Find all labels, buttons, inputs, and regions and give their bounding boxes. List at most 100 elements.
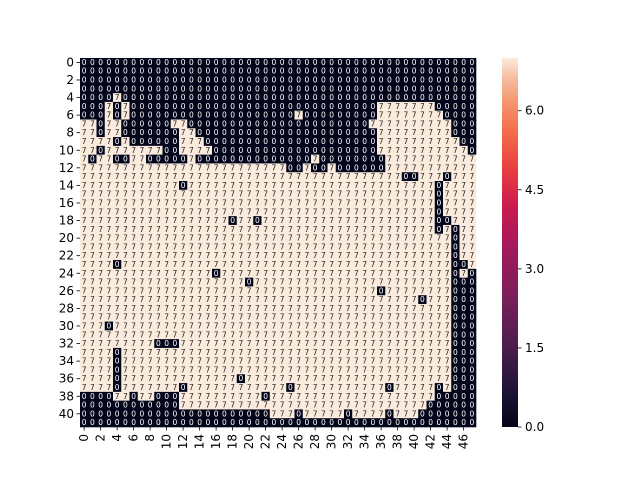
cell-annotation: 7 [461,242,466,251]
cell-annotation: 0 [362,84,367,93]
cell-annotation: 0 [230,409,235,418]
heatmap-cell [459,347,469,358]
heatmap-cell [212,383,221,393]
heatmap-cell [401,383,411,393]
cell-annotation: 0 [280,75,285,84]
cell-annotation: 7 [263,181,268,190]
heatmap-cell [443,365,452,375]
heatmap-cell [368,418,378,428]
heatmap-cell [278,207,287,217]
heatmap-cell [195,84,205,94]
heatmap-cell [294,119,304,129]
cell-annotation: 0 [288,383,293,392]
cell-annotation: 7 [222,392,227,401]
cell-annotation: 0 [469,401,474,410]
cell-annotation: 7 [304,357,309,366]
heatmap-cell [377,110,386,120]
heatmap-cell [377,84,386,94]
cell-annotation: 0 [288,67,293,76]
cell-annotation: 7 [115,234,120,243]
cell-annotation: 7 [403,190,408,199]
cell-annotation: 7 [280,313,285,322]
cell-annotation: 0 [263,67,268,76]
heatmap-cell [311,93,320,103]
heatmap-cell [319,66,328,76]
cell-annotation: 7 [329,330,334,339]
cell-annotation: 0 [156,58,161,67]
heatmap-cell [203,330,213,340]
heatmap-cell [434,66,444,76]
heatmap-cell [311,84,320,94]
cell-annotation: 7 [156,357,161,366]
heatmap-cell [104,137,114,147]
cell-annotation: 7 [139,278,144,287]
cell-annotation: 7 [420,286,425,295]
cell-annotation: 7 [296,198,301,207]
cell-annotation: 7 [337,330,342,339]
heatmap-cell [146,268,155,278]
cell-annotation: 0 [98,119,103,128]
cell-annotation: 7 [271,225,276,234]
cell-annotation: 7 [222,357,227,366]
cell-annotation: 7 [98,163,103,172]
heatmap-cell [451,207,460,217]
heatmap-cell [426,286,436,296]
cell-annotation: 0 [123,409,128,418]
heatmap-cell [302,330,312,340]
heatmap-cell [418,110,427,120]
heatmap-cell [253,383,262,393]
cell-annotation: 7 [329,295,334,304]
heatmap-cell [113,400,122,410]
cell-annotation: 0 [304,128,309,137]
heatmap-cell [385,216,394,226]
heatmap-cell [187,233,196,243]
cell-annotation: 7 [247,374,252,383]
heatmap-cell [129,347,139,358]
cell-annotation: 7 [172,278,177,287]
cell-annotation: 7 [82,190,87,199]
cell-annotation: 0 [247,128,252,137]
heatmap-cell [236,119,246,129]
cell-annotation: 7 [238,234,243,243]
heatmap-cell [410,93,419,103]
heatmap-cell [137,84,147,94]
heatmap-cell [212,154,221,164]
cell-annotation: 7 [164,304,169,313]
cell-annotation: 0 [453,304,458,313]
heatmap-cell [154,339,163,349]
heatmap-cell [220,347,229,358]
heatmap-cell [137,418,147,428]
cell-annotation: 0 [469,269,474,278]
heatmap-cell [467,216,477,226]
heatmap-cell [179,418,188,428]
cell-annotation: 7 [329,304,334,313]
heatmap-cell [170,84,180,94]
heatmap-cell [459,251,469,261]
cell-annotation: 0 [469,330,474,339]
heatmap-cell [360,321,370,331]
heatmap-cell [104,418,114,428]
cell-annotation: 7 [197,242,202,251]
cell-annotation: 7 [172,242,177,251]
heatmap-cell [245,400,254,410]
heatmap-cell [319,286,328,296]
cell-annotation: 7 [296,330,301,339]
cell-annotation: 7 [98,295,103,304]
cell-annotation: 0 [263,137,268,146]
heatmap-cell [269,110,279,120]
heatmap-cell [360,198,370,208]
cell-annotation: 7 [189,225,194,234]
cell-annotation: 7 [98,181,103,190]
heatmap-cell [129,119,139,129]
heatmap-cell [170,347,180,358]
cell-annotation: 0 [131,75,136,84]
heatmap-cell [286,216,295,226]
heatmap-cell [451,145,460,155]
heatmap-cell [278,418,287,428]
heatmap-cell [368,101,378,112]
cell-annotation: 0 [346,137,351,146]
cell-annotation: 0 [148,58,153,67]
heatmap-cell [236,277,246,287]
cell-annotation: 7 [428,111,433,120]
heatmap-cell [393,418,403,428]
